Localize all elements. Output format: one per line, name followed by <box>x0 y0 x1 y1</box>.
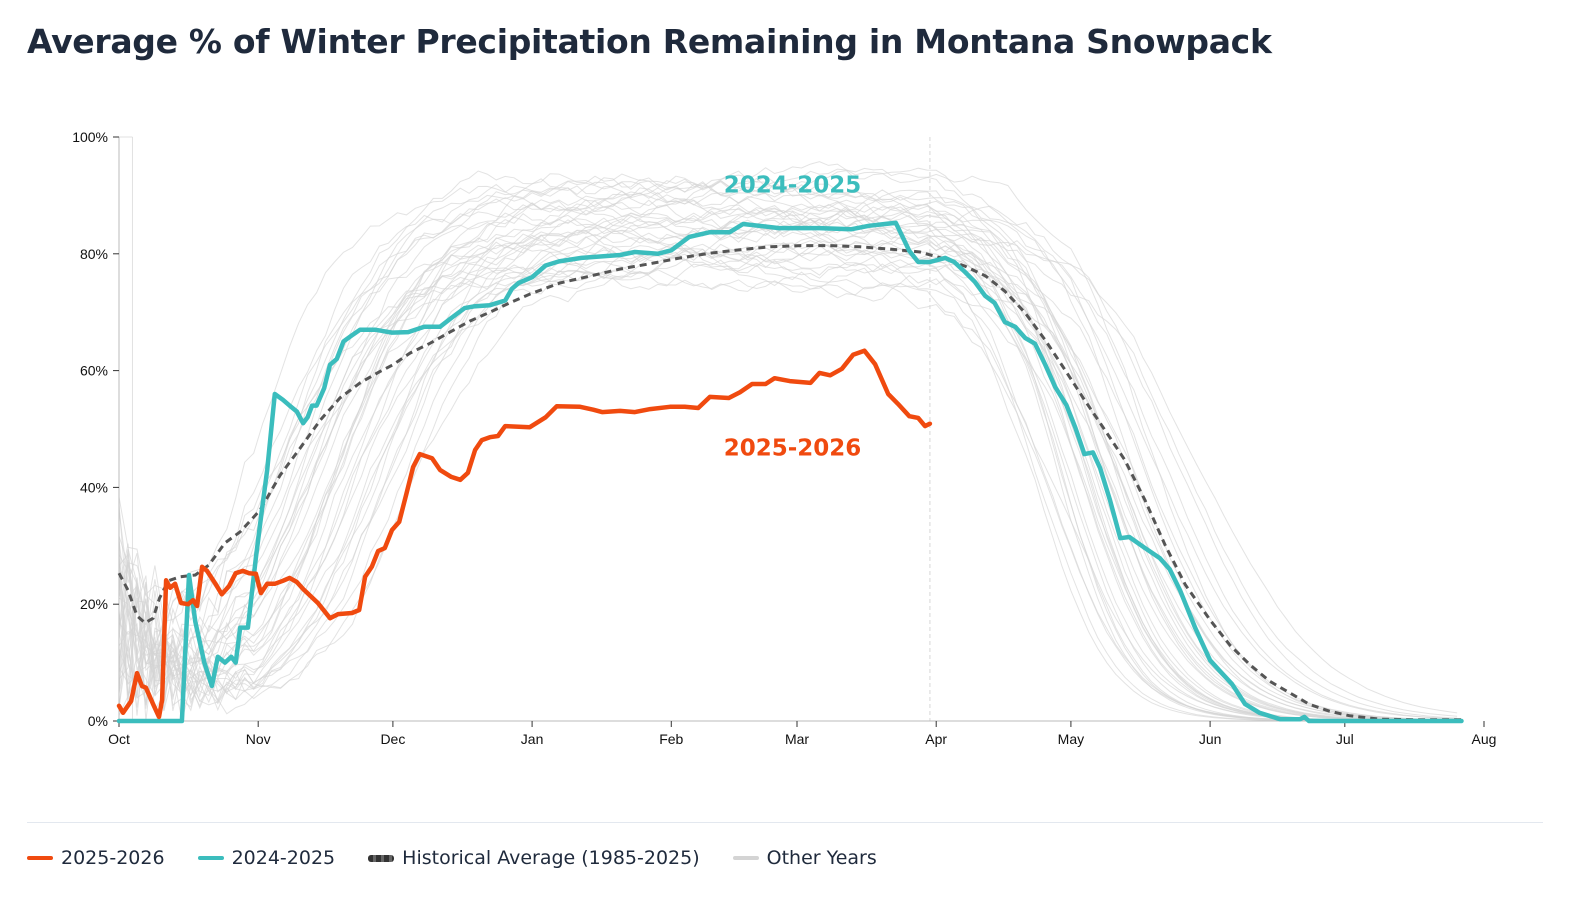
x-tick-label: Mar <box>785 731 809 747</box>
y-tick-label: 40% <box>80 479 108 495</box>
other-year-line <box>118 182 1458 722</box>
other-year-line <box>118 248 1458 722</box>
y-tick-label: 60% <box>80 363 108 379</box>
x-tick-label: Jan <box>521 731 544 747</box>
other-year-line <box>118 218 1458 722</box>
series-line-2025-2026 <box>116 348 933 720</box>
other-year-line <box>118 212 1458 722</box>
legend-item-2025-2026[interactable]: 2025-2026 <box>27 847 165 869</box>
annotation-2025-2026: 2025-2026 <box>724 435 862 461</box>
y-tick-label: 100% <box>72 129 108 145</box>
other-year-line <box>118 226 1458 721</box>
y-tick-label: 0% <box>88 713 108 729</box>
other-year-line <box>118 242 1458 722</box>
x-tick-label: Apr <box>925 731 947 747</box>
other-year-line <box>118 210 1458 721</box>
legend: 2025-2026 2024-2025 Historical Average (… <box>27 847 910 869</box>
series-line-2024-2025 <box>116 220 1464 724</box>
other-year-line <box>118 218 1458 722</box>
x-tick-label: Jul <box>1336 731 1354 747</box>
other-year-line <box>118 218 1458 721</box>
legend-swatch-2024-2025 <box>197 856 224 860</box>
series-line-historical-average <box>117 244 1462 722</box>
legend-swatch-historical-average <box>368 854 395 862</box>
y-tick-label: 20% <box>80 596 108 612</box>
x-tick-label: Jun <box>1199 731 1222 747</box>
other-year-line <box>118 167 1458 722</box>
legend-swatch-2025-2026 <box>27 856 53 860</box>
other-year-line <box>118 178 1458 721</box>
x-tick-label: Feb <box>659 731 683 747</box>
other-year-line <box>118 213 1458 722</box>
other-year-line <box>118 259 1458 722</box>
other-year-line <box>118 214 1458 721</box>
other-years-lines <box>118 136 1458 722</box>
legend-item-2024-2025[interactable]: 2024-2025 <box>197 847 336 869</box>
x-tick-label: Oct <box>108 731 130 747</box>
other-year-line <box>118 207 1458 722</box>
x-tick-label: Aug <box>1472 731 1497 747</box>
axes: 0% 20% 40% 60% 80% 100% Oct Nov Dec Jan Feb Mar Apr M… <box>72 129 1496 747</box>
legend-label: Other Years <box>766 847 877 869</box>
legend-label: Historical Average (1985-2025) <box>402 847 700 869</box>
legend-swatch-other-years <box>732 856 759 860</box>
legend-label: 2024-2025 <box>231 847 336 869</box>
y-tick-label: 80% <box>80 246 108 262</box>
legend-divider <box>27 822 1543 823</box>
legend-item-historical-average[interactable]: Historical Average (1985-2025) <box>368 847 700 869</box>
annotation-2024-2025: 2024-2025 <box>724 172 862 198</box>
x-tick-label: Dec <box>380 731 405 747</box>
x-tick-label: Nov <box>246 731 271 747</box>
snowpack-chart: 0% 20% 40% 60% 80% 100% Oct Nov Dec Jan Feb Mar Apr M… <box>72 129 1496 747</box>
other-year-line <box>118 188 1458 719</box>
chart-title: Average % of Winter Precipitation Remain… <box>27 22 1272 61</box>
x-tick-label: May <box>1058 731 1084 747</box>
other-year-line <box>118 226 1458 722</box>
other-year-line <box>118 161 1458 721</box>
other-year-line <box>118 267 1458 722</box>
other-year-line <box>118 212 1458 722</box>
legend-item-other-years[interactable]: Other Years <box>732 847 877 869</box>
other-year-line <box>118 179 1458 722</box>
other-year-line <box>118 200 1458 720</box>
legend-label: 2025-2026 <box>61 847 165 869</box>
